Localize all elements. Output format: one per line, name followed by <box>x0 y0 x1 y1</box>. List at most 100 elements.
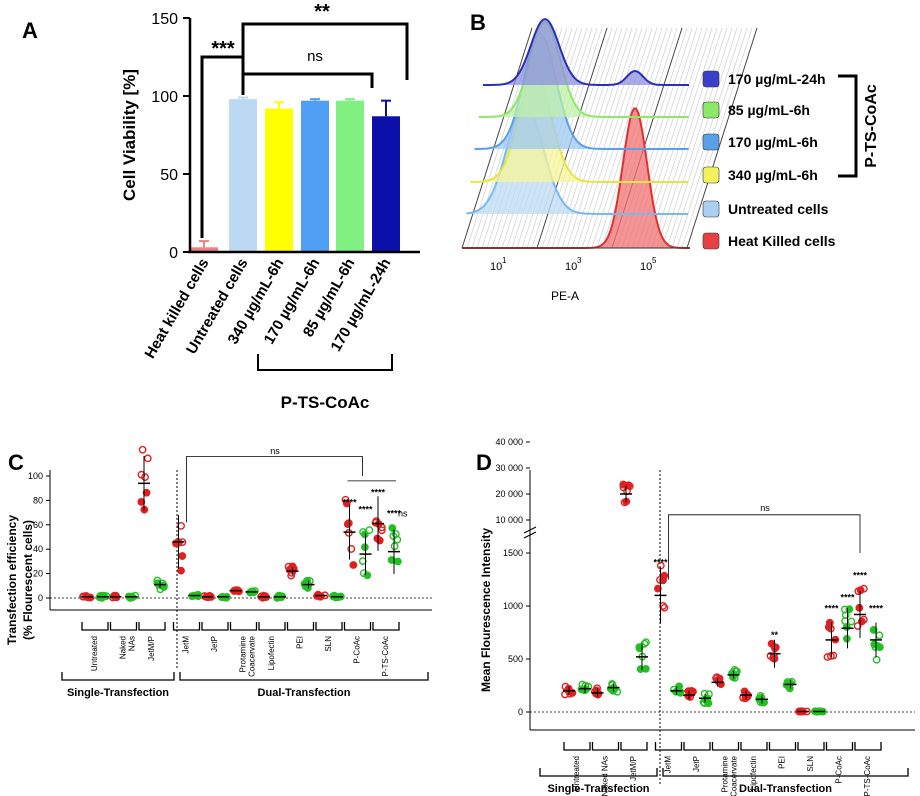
data-point <box>177 566 185 575</box>
data-point <box>660 603 669 612</box>
ytick-label: 30 000 <box>495 463 523 473</box>
b-legend-label: 85 µg/mL-6h <box>728 102 810 118</box>
ytick-label: 1000 <box>503 601 523 611</box>
data-point <box>641 664 650 673</box>
category-bracket <box>286 622 315 631</box>
ytick-label: 0 <box>38 593 43 603</box>
data-point <box>841 617 850 625</box>
b-histogram-line <box>478 20 689 118</box>
b-legend-swatch <box>702 101 720 119</box>
category-bracket <box>315 622 343 631</box>
data-point <box>875 631 884 640</box>
a-ytick-label: 100 <box>151 89 178 106</box>
category-label: PEI <box>296 636 305 649</box>
category-label: Naked <box>119 636 128 659</box>
data-point <box>766 651 775 660</box>
b-legend-swatch <box>702 232 720 250</box>
a-bracket-ns <box>241 72 374 88</box>
group-bracket-single <box>539 768 658 777</box>
panel-letter-d: D <box>476 450 492 475</box>
b-histograms <box>462 17 690 249</box>
category-bracket <box>654 742 683 751</box>
b-histogram-line <box>470 71 689 183</box>
ytick-label: 100 <box>28 471 43 481</box>
category-label: P-TS-CoAc <box>381 636 390 676</box>
b-grid-line <box>566 27 638 249</box>
d-plot: 0 500 1000 1500 10 000 20 000 30 000 40 000 Untr… <box>495 437 915 796</box>
data-point <box>642 638 650 647</box>
ytick-label: 10 000 <box>495 515 523 525</box>
category-bracket <box>201 622 229 631</box>
category-bracket <box>343 622 372 631</box>
category-label: JetM/P <box>629 756 638 781</box>
group-bracket-single <box>61 672 175 681</box>
b-histogram-line <box>474 33 689 150</box>
category-bracket <box>258 622 286 631</box>
b-grid-line <box>686 27 758 249</box>
b-grid-line <box>576 27 648 249</box>
category-label: Untreated <box>90 636 99 671</box>
category-bracket <box>797 742 825 751</box>
ytick-label: 40 000 <box>495 437 523 447</box>
category-bracket <box>854 742 882 751</box>
data-point <box>767 639 776 648</box>
data-point <box>686 693 695 701</box>
b-xtick-1-exp: 1 <box>502 256 507 265</box>
b-grid-line <box>646 27 718 249</box>
category-label: Untreated <box>572 756 581 791</box>
data-point <box>360 543 369 552</box>
data-point <box>373 534 382 543</box>
category-label: JetM <box>664 756 673 774</box>
category-bracket <box>81 622 109 631</box>
b-xtick-1: 10 <box>490 261 502 273</box>
panel-a: A Cell Viability [%] 0 50 100 150 Heat kill… <box>22 1 420 412</box>
category-bracket <box>109 622 138 631</box>
b-xtick-2: 10 <box>565 261 577 273</box>
b-legend-bracket <box>838 74 858 178</box>
data-point <box>194 590 202 599</box>
data-point <box>578 680 587 689</box>
a-sig-label-2: ** <box>314 1 330 23</box>
category-label: Protamine <box>721 755 730 792</box>
d-star-label: **** <box>840 593 855 603</box>
data-point <box>635 644 644 653</box>
category-label: Lipofectin <box>267 636 276 670</box>
data-point <box>160 581 168 590</box>
b-histogram-line <box>483 17 689 86</box>
ytick-label: 60 <box>33 520 43 530</box>
c-star-label: **** <box>342 497 357 507</box>
data-point <box>137 498 146 506</box>
category-label: Lipofectin <box>749 756 758 790</box>
panel-d: D Mean Flourescence Intensity 0 500 1000 15… <box>476 437 915 796</box>
data-point <box>619 483 628 492</box>
data-point <box>359 569 368 578</box>
data-point <box>284 562 293 571</box>
b-grid-line <box>581 27 653 249</box>
data-point <box>178 552 187 560</box>
a-bar <box>372 116 400 252</box>
a-y-axis-label: Cell Viability [%] <box>120 69 139 201</box>
a-sig-label-1: *** <box>211 38 235 60</box>
category-bracket <box>740 742 768 751</box>
ytick-label: 500 <box>508 654 523 664</box>
panel-letter-a: A <box>22 18 38 43</box>
b-xtick-2-exp: 3 <box>577 256 582 265</box>
group-bracket-dual <box>179 672 429 681</box>
data-point <box>377 526 386 535</box>
data-point <box>829 651 838 660</box>
panel-b: B 10 1 10 3 10 5 PE-A 170 µg/mL-24h 85 µg… <box>461 10 880 303</box>
d-star-label: **** <box>869 603 884 613</box>
b-legend-label: 170 µg/mL-6h <box>728 134 818 150</box>
c-y-axis-label-2: (% Flourescent cells) <box>21 520 35 640</box>
c-ns-label: ns <box>270 446 280 456</box>
b-legend-swatch <box>702 133 720 151</box>
d-star-label: **** <box>824 603 839 613</box>
c-star-label: **** <box>387 508 402 518</box>
data-point <box>853 622 862 630</box>
category-label: Protamine <box>239 635 248 672</box>
category-label: PEI <box>778 756 787 769</box>
data-point <box>613 687 622 696</box>
group-label-dual: Dual-Transfection <box>739 783 832 795</box>
d-ns-bracket <box>668 514 861 580</box>
b-grid-line <box>661 27 733 249</box>
